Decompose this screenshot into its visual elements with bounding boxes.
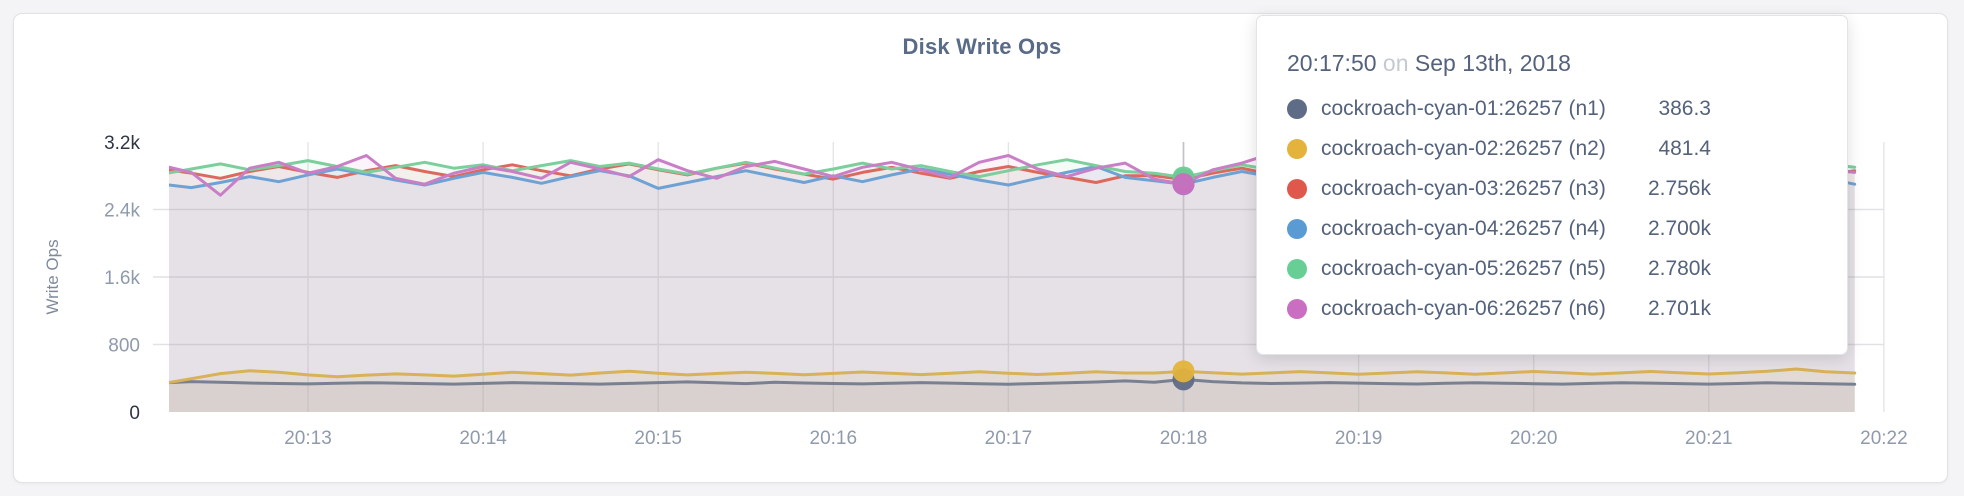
tooltip-on-word: on xyxy=(1382,50,1409,76)
series-name: cockroach-cyan-06:26257 (n6) xyxy=(1321,297,1606,320)
tooltip-row: cockroach-cyan-01:26257 (n1) 386.3 xyxy=(1287,89,1711,129)
series-dot xyxy=(1287,99,1307,119)
series-value: 2.700k xyxy=(1647,217,1711,240)
series-dot xyxy=(1287,299,1307,319)
series-dot xyxy=(1287,179,1307,199)
hover-dot xyxy=(1172,360,1195,383)
x-tick-label: 20:15 xyxy=(634,428,682,449)
series-value: 2.701k xyxy=(1647,297,1711,320)
series-dot xyxy=(1287,139,1307,159)
x-tick-label: 20:14 xyxy=(459,428,507,449)
x-tick-label: 20:18 xyxy=(1160,428,1208,449)
hover-tooltip: 20:17:50 on Sep 13th, 2018 cockroach-cya… xyxy=(1256,15,1848,355)
series-name: cockroach-cyan-01:26257 (n1) xyxy=(1321,97,1606,120)
tooltip-time: 20:17:50 xyxy=(1287,50,1377,76)
x-tick-label: 20:21 xyxy=(1685,428,1733,449)
tooltip-row: cockroach-cyan-04:26257 (n4) 2.700k xyxy=(1287,209,1711,249)
series-value: 2.756k xyxy=(1647,177,1711,200)
y-tick-label: 0 xyxy=(129,403,140,424)
y-tick-label: 2.4k xyxy=(104,201,140,222)
series-line xyxy=(169,367,1857,385)
series-name: cockroach-cyan-05:26257 (n5) xyxy=(1321,257,1606,280)
series-name: cockroach-cyan-04:26257 (n4) xyxy=(1321,217,1606,240)
y-axis-label: Write Ops xyxy=(43,239,62,314)
series-name: cockroach-cyan-02:26257 (n2) xyxy=(1321,137,1606,160)
series-dot xyxy=(1287,219,1307,239)
x-tick-label: 20:16 xyxy=(810,428,858,449)
y-tick-label: 3.2k xyxy=(104,133,140,154)
series-line xyxy=(169,377,1857,386)
series-value: 386.3 xyxy=(1658,97,1711,120)
series-dot xyxy=(1287,259,1307,279)
series-value: 481.4 xyxy=(1658,137,1711,160)
series-area xyxy=(169,379,1855,412)
y-tick-label: 800 xyxy=(108,336,140,357)
series-name: cockroach-cyan-03:26257 (n3) xyxy=(1321,177,1606,200)
tooltip-row: cockroach-cyan-03:26257 (n3) 2.756k xyxy=(1287,169,1711,209)
tooltip-row: cockroach-cyan-02:26257 (n2) 481.4 xyxy=(1287,129,1711,169)
chart-title: Disk Write Ops xyxy=(902,34,1062,59)
y-tick-label: 1.6k xyxy=(104,268,140,289)
series-area xyxy=(169,369,1855,412)
tooltip-header: 20:17:50 on Sep 13th, 2018 xyxy=(1287,50,1847,77)
tooltip-row: cockroach-cyan-05:26257 (n5) 2.780k xyxy=(1287,249,1711,289)
x-tick-label: 20:17 xyxy=(985,428,1033,449)
x-tick-label: 20:22 xyxy=(1860,428,1908,449)
hover-dot xyxy=(1172,173,1195,196)
tooltip-row: cockroach-cyan-06:26257 (n6) 2.701k xyxy=(1287,289,1711,329)
x-tick-label: 20:20 xyxy=(1510,428,1558,449)
tooltip-date: Sep 13th, 2018 xyxy=(1414,50,1571,76)
x-tick-label: 20:13 xyxy=(284,428,332,449)
x-tick-label: 20:19 xyxy=(1335,428,1383,449)
tooltip-rows: cockroach-cyan-01:26257 (n1) 386.3 cockr… xyxy=(1287,89,1711,329)
series-value: 2.780k xyxy=(1647,257,1711,280)
